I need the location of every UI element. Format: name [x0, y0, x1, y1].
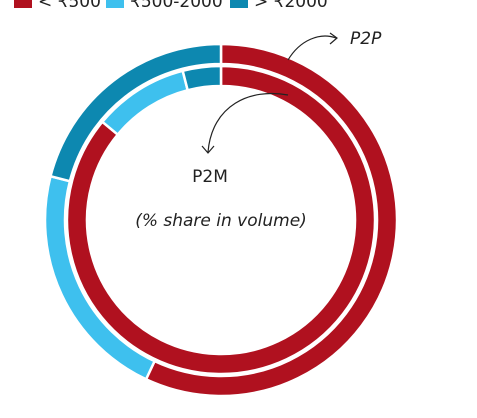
- p2m-arrowhead: [201, 145, 215, 154]
- ring-segment: [181, 64, 223, 92]
- rings: [43, 42, 399, 398]
- p2p-arrowhead: [329, 32, 338, 45]
- ring-segment: [65, 64, 377, 376]
- annotation: (% share in volume): [135, 211, 307, 231]
- legend-label: > ₹2000: [254, 0, 328, 12]
- legend-swatch: [106, 0, 124, 8]
- p2p-arrow: [287, 35, 337, 61]
- legend-swatch: [230, 0, 248, 8]
- p2p-label: P2P: [350, 29, 382, 49]
- ring-segment: [49, 42, 223, 183]
- legend: < ₹500 ₹500-2000 > ₹2000: [14, 0, 328, 12]
- legend-label: ₹500-2000: [130, 0, 223, 12]
- p2m-label: P2M: [192, 167, 228, 187]
- legend-label: < ₹500: [38, 0, 101, 12]
- p2m-arrow: [207, 92, 289, 153]
- legend-swatch: [14, 0, 32, 8]
